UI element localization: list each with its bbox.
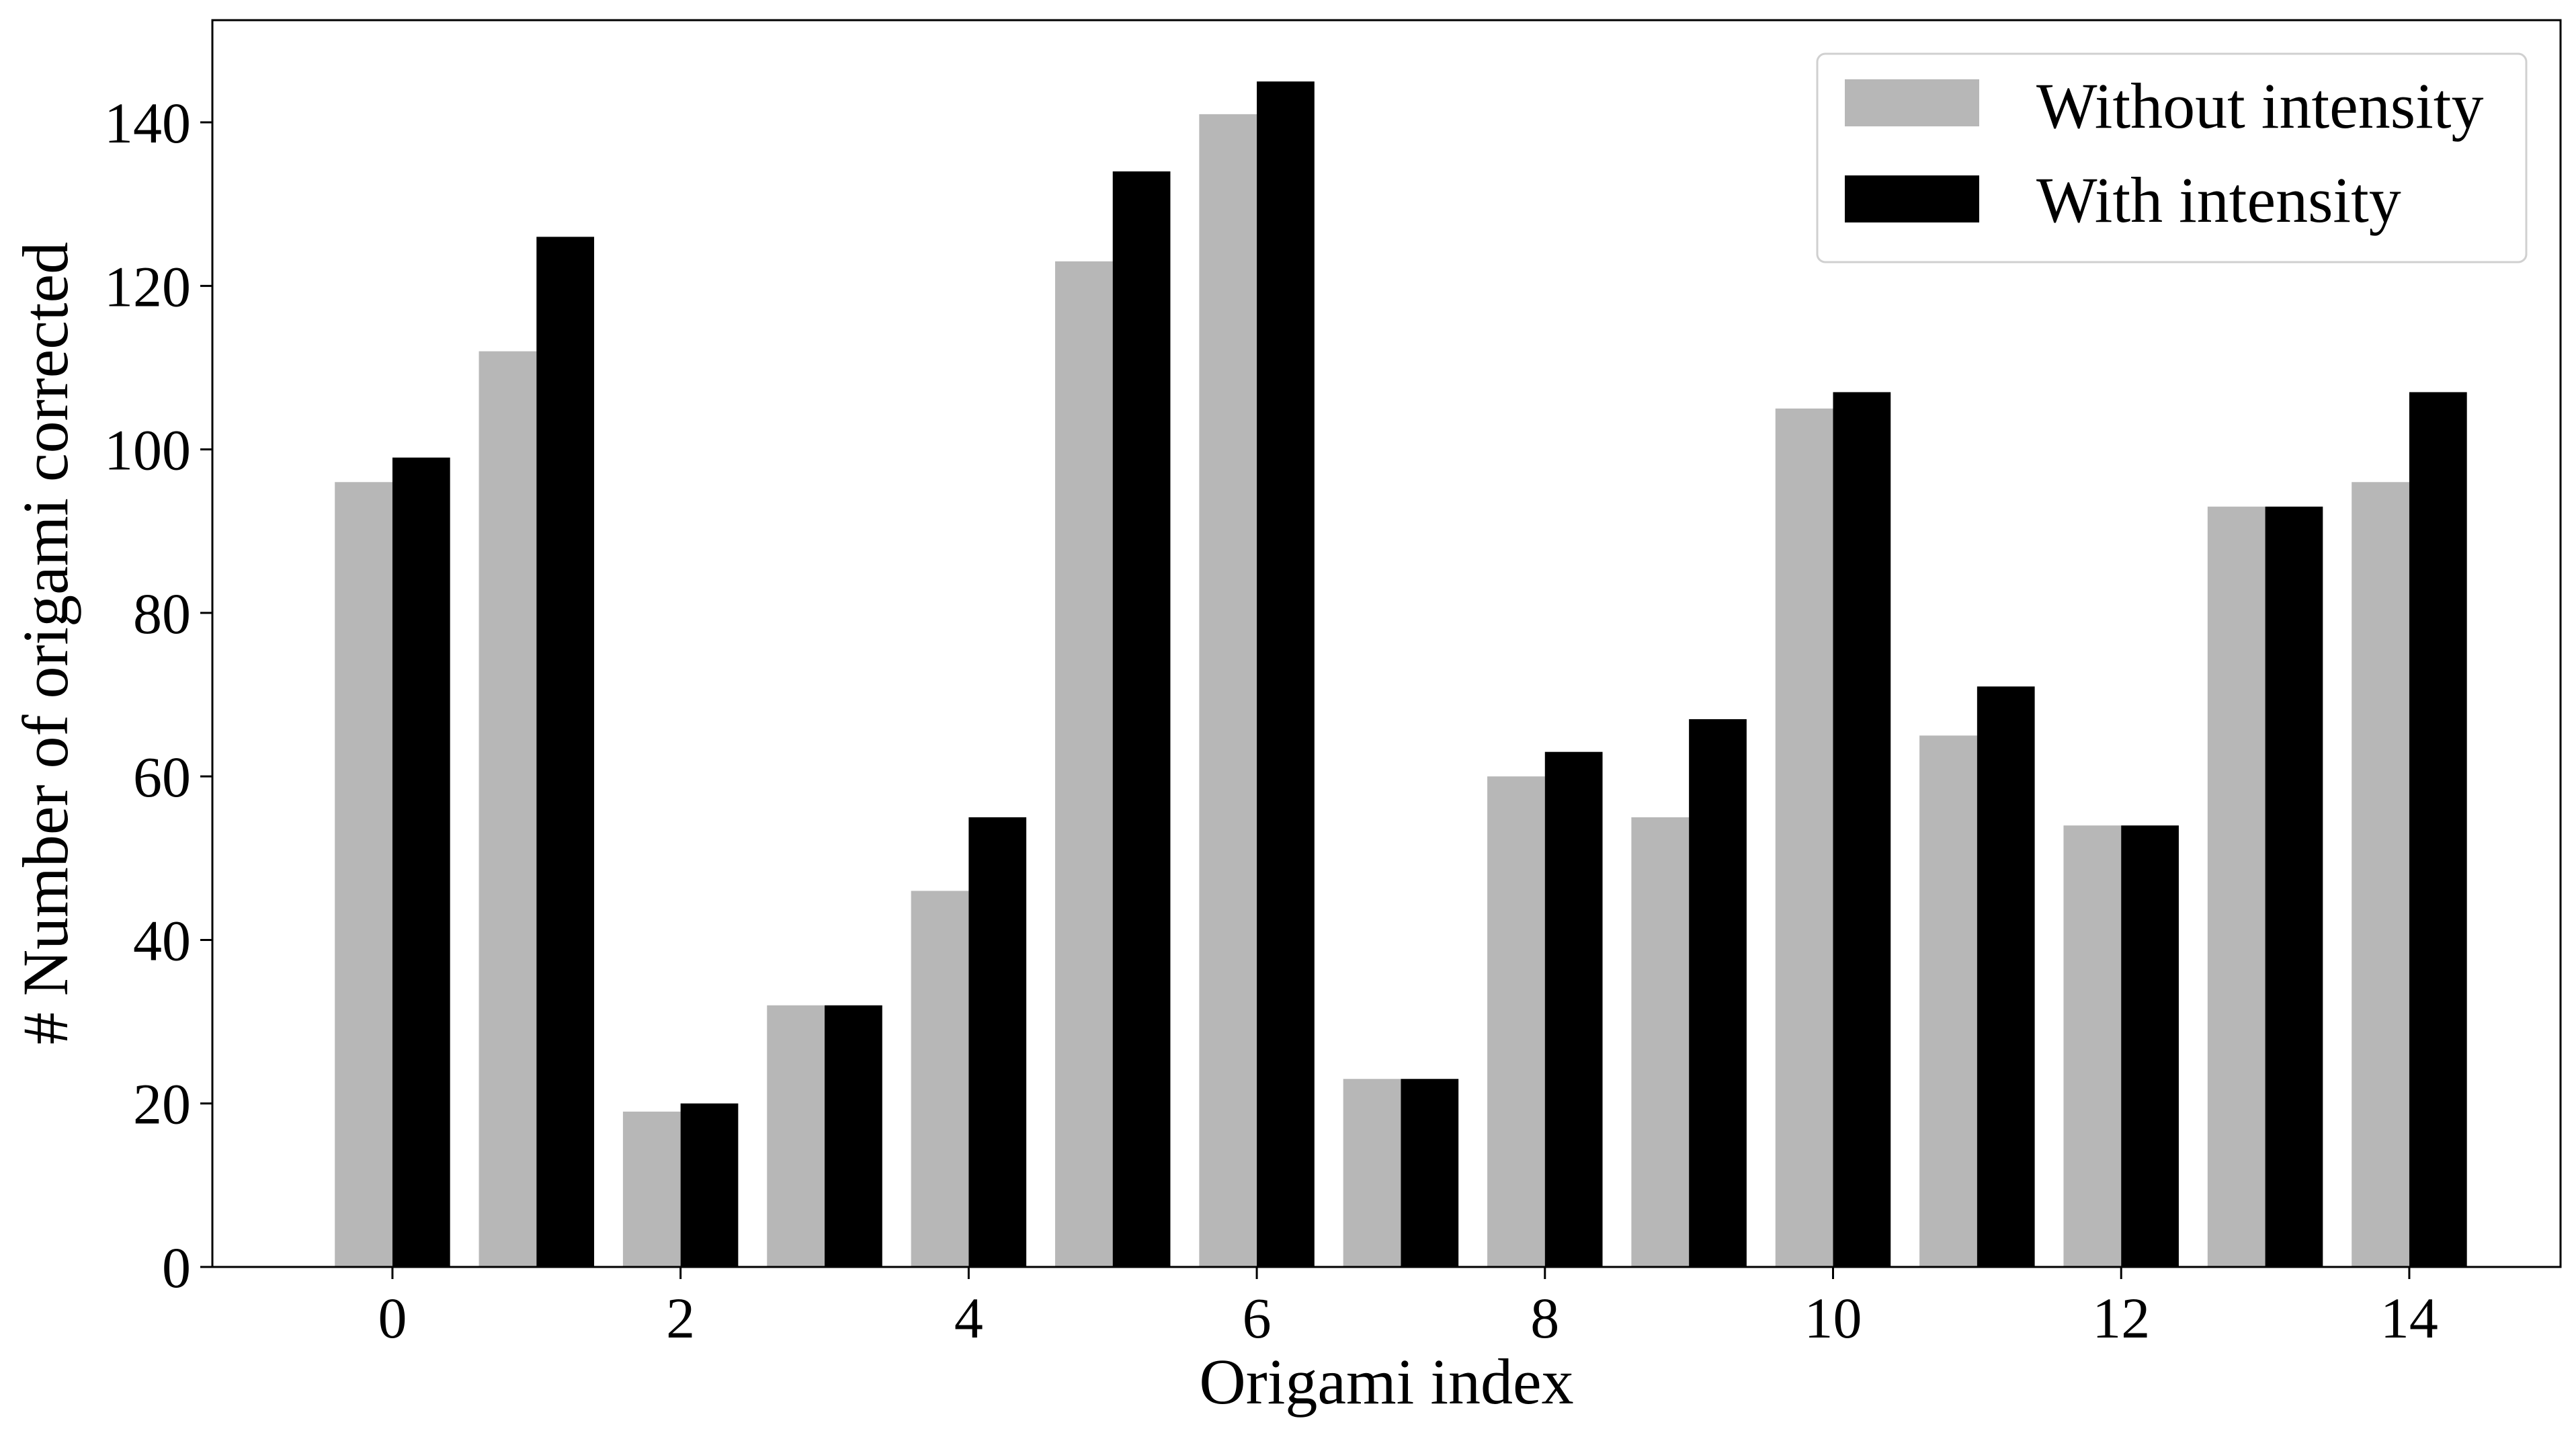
x-tick-label: 12	[2092, 1286, 2150, 1350]
legend-frame	[1816, 52, 2528, 263]
bar-without-intensity-10	[1775, 408, 1833, 1267]
bar-with-intensity-3	[825, 1005, 882, 1267]
y-tick-label: 60	[133, 745, 191, 809]
bar-with-intensity-14	[2409, 392, 2467, 1268]
x-tick-label: 10	[1804, 1286, 1862, 1350]
bar-without-intensity-1	[479, 351, 537, 1267]
bar-without-intensity-2	[622, 1111, 681, 1267]
legend-label-with-intensity: With intensity	[2036, 164, 2401, 236]
y-tick-label: 100	[104, 418, 191, 483]
bar-with-intensity-4	[968, 817, 1027, 1267]
bar-without-intensity-12	[2063, 825, 2122, 1267]
bar-without-intensity-8	[1487, 776, 1545, 1267]
x-tick-label: 0	[378, 1286, 407, 1350]
bar-without-intensity-7	[1343, 1079, 1401, 1267]
legend-swatch-without-intensity	[1845, 79, 1979, 126]
plot-area-frame	[211, 19, 2562, 1268]
y-tick-label: 0	[162, 1235, 191, 1300]
y-axis-label: # Number of origami corrected	[9, 242, 81, 1044]
x-tick-label: 2	[666, 1286, 695, 1350]
y-tick-label: 20	[133, 1072, 191, 1137]
bar-without-intensity-13	[2207, 506, 2266, 1267]
bar-with-intensity-6	[1257, 81, 1315, 1268]
y-tick-label: 120	[104, 254, 191, 319]
x-tick-label: 6	[1243, 1286, 1272, 1350]
bars-layer	[335, 81, 2467, 1268]
bar-with-intensity-1	[536, 237, 595, 1268]
bar-without-intensity-4	[911, 891, 969, 1267]
x-tick-label: 14	[2380, 1286, 2438, 1350]
x-axis-label: Origami index	[1199, 1346, 1573, 1418]
y-tick-label: 40	[133, 908, 191, 973]
bar-with-intensity-13	[2265, 506, 2323, 1267]
x-tick-label: 8	[1530, 1286, 1559, 1350]
bar-with-intensity-7	[1401, 1079, 1459, 1267]
bar-without-intensity-14	[2352, 482, 2409, 1268]
bar-without-intensity-5	[1054, 261, 1113, 1267]
bar-with-intensity-10	[1833, 392, 1891, 1268]
bar-with-intensity-11	[1977, 686, 2035, 1267]
bar-with-intensity-12	[2121, 825, 2179, 1267]
legend-label-without-intensity: Without intensity	[2036, 70, 2483, 142]
bar-with-intensity-9	[1689, 719, 1747, 1267]
bar-without-intensity-3	[767, 1005, 825, 1267]
bar-with-intensity-5	[1112, 171, 1171, 1267]
bar-without-intensity-0	[335, 482, 392, 1268]
bar-with-intensity-0	[392, 457, 450, 1267]
bar-with-intensity-2	[680, 1103, 739, 1267]
legend: Without intensity With intensity	[1816, 52, 2528, 263]
bar-without-intensity-11	[1919, 735, 1977, 1267]
legend-swatch-with-intensity	[1845, 175, 1979, 222]
bar-without-intensity-6	[1199, 114, 1257, 1267]
y-tick-label: 80	[133, 581, 191, 646]
x-tick-label: 4	[954, 1286, 983, 1350]
bar-with-intensity-8	[1544, 751, 1603, 1267]
bar-without-intensity-9	[1631, 817, 1690, 1267]
y-tick-label: 140	[104, 91, 191, 155]
